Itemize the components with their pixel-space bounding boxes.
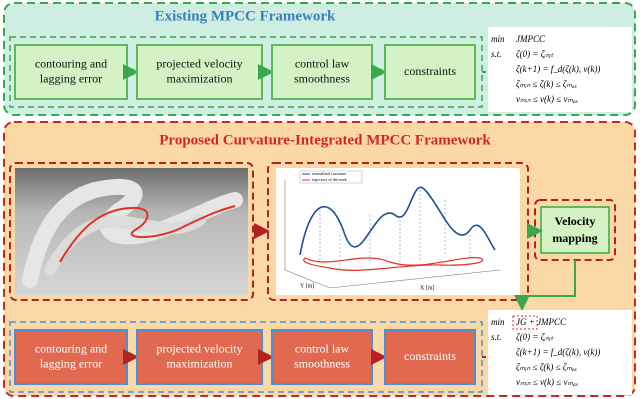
bottom-title: Proposed Curvature-Integrated MPCC Frame…	[159, 132, 491, 148]
formula-expr: ζ(0) = ζᵢₙᵢₜ	[516, 49, 554, 59]
process-box	[14, 329, 128, 385]
formula-expr: JG + JMPCC	[516, 317, 567, 327]
track-photo	[15, 168, 248, 295]
g-shape	[319, 190, 471, 268]
mapping-label: Velocity	[555, 214, 596, 228]
box-label: contouring and	[35, 341, 107, 355]
path-shape	[514, 260, 576, 311]
process-box	[384, 329, 476, 385]
jg-highlight	[512, 315, 538, 330]
axis-label: X [m]	[420, 285, 435, 291]
formula-expr: JMPCC	[516, 34, 546, 44]
box-label: projected velocity	[156, 56, 242, 70]
formula-expr: ζ(k+1) = f_d(ζ(k), v(k))	[516, 347, 600, 357]
formula-expr: ζ(0) = ζᵢₙᵢₜ	[516, 332, 554, 342]
rect-shape	[299, 170, 363, 184]
curvature-plot	[276, 168, 520, 295]
bottom-formula-panel	[488, 310, 632, 395]
formula-expr: vₘᵢₙ ≤ v(k) ≤ vₘₐₓ	[516, 377, 579, 387]
box-label: lagging error	[40, 356, 102, 370]
top-row-frame	[9, 36, 483, 108]
legend-entry: normalized curvature	[312, 171, 346, 176]
mapping-label: mapping	[552, 231, 597, 245]
box-label: constraints	[404, 349, 456, 363]
formula-label: s.t.	[491, 332, 502, 342]
box-label: smoothness	[294, 356, 350, 370]
top-title: Existing MPCC Framework	[155, 8, 336, 24]
formula-expr: ζₘᵢₙ ≤ ζ(k) ≤ ζₘₐₓ	[516, 79, 578, 89]
process-box	[136, 329, 263, 385]
legend-entry: trajectory of the track	[312, 177, 347, 182]
box-label: control law	[295, 56, 350, 70]
box-label: lagging error	[40, 71, 102, 85]
path-shape	[59, 205, 236, 263]
box-label: maximization	[167, 71, 233, 85]
process-box	[14, 44, 128, 100]
formula-label: min	[491, 34, 505, 44]
formula-label: min	[491, 317, 505, 327]
rect-shape	[276, 168, 520, 295]
formula-expr: ζ(k+1) = f_d(ζ(k), v(k))	[516, 64, 600, 74]
box-label: control law	[295, 341, 350, 355]
process-box	[384, 44, 476, 100]
axis-label: Y [m]	[300, 283, 314, 289]
process-box	[271, 44, 373, 100]
top-formula-panel	[488, 27, 632, 112]
box-label: contouring and	[35, 56, 107, 70]
formula-expr: ζₘᵢₙ ≤ ζ(k) ≤ ζₘₐₓ	[516, 362, 578, 372]
formula-expr: vₘᵢₙ ≤ v(k) ≤ vₘₐₓ	[516, 94, 579, 104]
box-label: projected velocity	[156, 341, 242, 355]
box-label: smoothness	[294, 71, 350, 85]
box-label: constraints	[404, 64, 456, 78]
box-label: maximization	[167, 356, 233, 370]
formula-label: s.t.	[491, 49, 502, 59]
path-shape	[299, 186, 496, 256]
path-shape	[303, 257, 483, 271]
bottom-row-frame	[9, 321, 483, 393]
path-shape	[284, 180, 501, 289]
path-shape	[44, 214, 206, 276]
